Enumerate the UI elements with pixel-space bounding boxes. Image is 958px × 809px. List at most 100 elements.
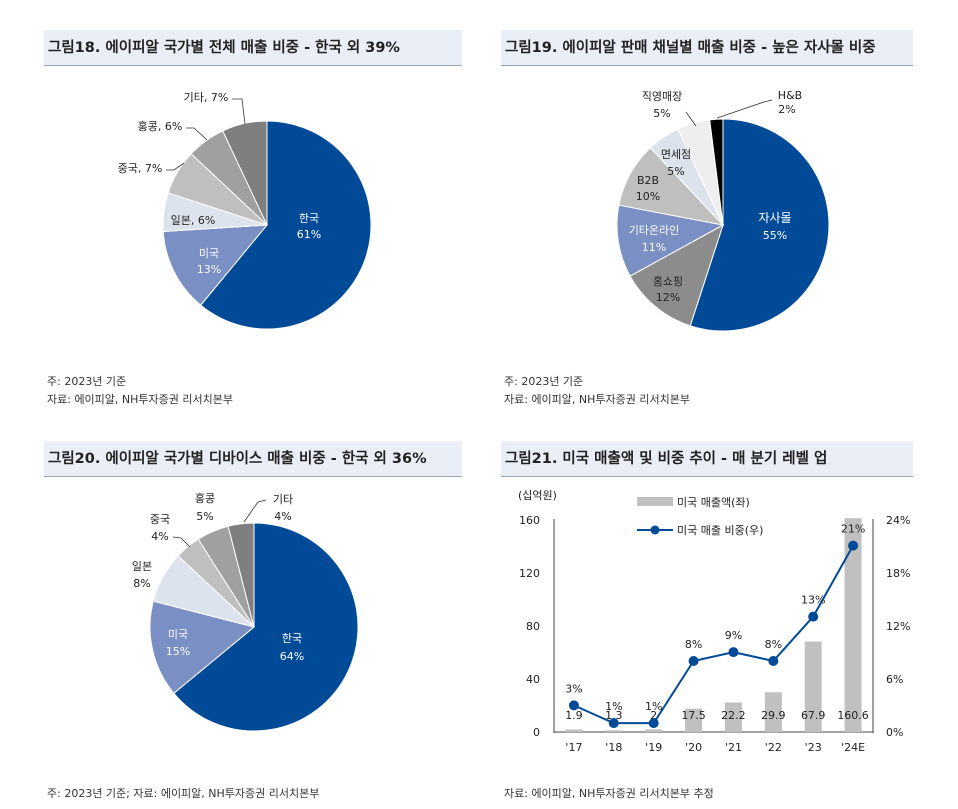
pie-chart-18-slice-0: [200, 120, 372, 330]
chart21-xtick-7: '24E: [841, 741, 865, 754]
note-18-basis: 주: 2023년 기준: [47, 375, 127, 388]
chart21-share-line: [573, 545, 854, 725]
pie-chart-18-slice-5: [222, 120, 268, 226]
pie-chart-18: 한국 61% 미국 13% 일본, 6% 중국, 7% 홍콩, 6% 기타, 7…: [118, 91, 372, 330]
chart21-bar-label-2: 2: [650, 709, 657, 722]
chart21-bar-label-3: 17.5: [681, 709, 706, 722]
chart21-point-label-0: 3%: [565, 682, 582, 695]
pie-chart-20-slice-1: [149, 600, 256, 694]
note-19-basis: 주: 2023년 기준: [504, 375, 584, 388]
pie-chart-20-slice-0: [173, 522, 359, 732]
chart21-yticks: 0 40 80 120 160: [519, 514, 540, 739]
pie-19-label-homeshopping: 홈쇼핑: [653, 274, 683, 288]
panel-title-20: 그림20. 에이피알 국가별 디바이스 매출 비중 - 한국 외 36%: [44, 441, 462, 477]
pie-18-label-hongkong-name: 홍콩: [138, 119, 158, 133]
pie-chart-19-slice-1: [629, 223, 724, 327]
chart21-line: 3% 1% 1% 8% 9% 8% 13% 21%: [565, 523, 865, 729]
panel-title-21: 그림21. 미국 매출액 및 비중 추이 - 매 분기 레벨 업: [501, 441, 913, 477]
note-19-source: 자료: 에이피알, NH투자증권 리서치본부: [504, 393, 690, 406]
pie-chart-20-slice-5: [227, 522, 255, 628]
chart21-xtick-1: '18: [605, 741, 622, 754]
chart21-bar-3: [685, 708, 703, 732]
pie-20-label-china: 중국: [150, 513, 170, 526]
pie-19-label-own-mall: 자사몰: [758, 211, 791, 225]
chart21-legend: 미국 매출액(좌) 미국 매출 비중(우): [637, 496, 763, 537]
pie-18-leader-hongkong: [186, 127, 208, 141]
note-21: 자료: 에이피알, NH투자증권 리서치본부 추정: [504, 787, 714, 800]
pie-18-leader-china: [166, 162, 185, 171]
pie-19-label-b2b: B2B: [637, 174, 659, 187]
chart21-point-0: [568, 700, 579, 711]
pie-19-value-hnb: 2%: [778, 103, 795, 116]
chart21-xtick-4: '21: [725, 741, 742, 754]
panel-title-19: 그림19. 에이피알 판매 채널별 매출 비중 - 높은 자사몰 비중: [501, 30, 913, 66]
pie-chart-18-slice-1: [162, 224, 269, 306]
pie-20-label-hongkong: 홍콩: [195, 491, 215, 505]
chart21-y2ticks: 0% 6% 12% 18% 24%: [886, 514, 910, 739]
chart21-xtick-5: '22: [765, 741, 782, 754]
chart21-legend-line-marker: [650, 525, 660, 535]
pie-18-label-japan-name: 일본: [171, 213, 191, 227]
chart21-bar-5: [764, 692, 782, 732]
pie-20-label-japan: 일본: [132, 559, 152, 573]
pie-20-slices: [149, 522, 359, 732]
chart21-legend-bar-label: 미국 매출액(좌): [677, 496, 750, 509]
chart21-xtick-3: '20: [685, 741, 702, 754]
chart21-bar-2: [645, 729, 663, 732]
pie-20-label-korea: 한국: [282, 632, 302, 645]
pie-19-value-homeshopping: 12%: [656, 291, 680, 304]
pie-19-value-directstore: 5%: [653, 107, 670, 120]
pie-18-label-china-value: 7%: [145, 162, 162, 175]
pie-18-label-japan: 일본, 6%: [171, 213, 216, 227]
chart21-xtick-0: '17: [565, 741, 582, 754]
pie-chart-20: 한국 64% 미국 15% 일본 8% 중국 4% 홍콩 5% 기타 4%: [132, 491, 359, 732]
chart21-legend-line-label: 미국 매출 비중(우): [677, 524, 763, 537]
chart21-point-label-3: 8%: [685, 638, 702, 651]
chart21-point-7: [848, 540, 859, 551]
pie-19-value-b2b: 10%: [636, 190, 660, 203]
chart21-point-4: [728, 647, 739, 658]
pie-20-value-china: 4%: [151, 530, 168, 543]
chart21-point-2: [648, 718, 659, 729]
pie-20-leader-china: [172, 536, 191, 548]
pie-19-slices: [616, 118, 830, 332]
pie-20-leader-other: [243, 499, 267, 523]
note-20: 주: 2023년 기준; 자료: 에이피알, NH투자증권 리서치본부: [47, 787, 320, 800]
pie-18-labels: 한국 61% 미국 13% 일본, 6% 중국, 7% 홍콩, 6% 기타, 7…: [118, 91, 322, 276]
pie-18-label-usa: 미국: [199, 247, 219, 260]
chart21-xticks: '17 '18 '19 '20 '21 '22 '23 '24E: [565, 741, 865, 754]
chart21-bar-0: [565, 729, 583, 732]
chart21-y2tick-12: 12%: [886, 620, 910, 633]
chart21-ytick-80: 80: [526, 620, 540, 633]
pie-19-label-directstore: 직영매장: [642, 90, 682, 103]
chart21-point-1: [608, 718, 619, 729]
pie-18-label-other-name: 기타: [184, 91, 204, 104]
pie-18-label-china-name: 중국: [118, 162, 138, 175]
pie-19-value-dutyfree: 5%: [667, 165, 684, 178]
chart21-bar-label-5: 29.9: [761, 709, 786, 722]
pie-18-value-korea: 61%: [297, 228, 321, 241]
chart21-y2tick-6: 6%: [886, 673, 903, 686]
pie-20-value-korea: 64%: [280, 650, 304, 663]
chart21-bar-1: [605, 730, 623, 732]
chart21-bar-label-7: 160.6: [837, 709, 869, 722]
pie-19-value-own-mall: 55%: [763, 229, 787, 242]
chart21-xtick-2: '19: [645, 741, 662, 754]
chart21-legend-bar-swatch: [637, 497, 673, 506]
pie-18-slices: [162, 120, 372, 330]
chart21-ytick-0: 0: [533, 726, 540, 739]
pie-20-label-other: 기타: [273, 493, 293, 506]
chart21-point-label-4: 9%: [725, 629, 742, 642]
chart21-ytick-40: 40: [526, 673, 540, 686]
pie-19-label-hnb: H&B: [778, 89, 802, 102]
pie-18-leader-other: [232, 98, 246, 125]
note-18-source: 자료: 에이피알, NH투자증권 리서치본부: [47, 393, 233, 406]
chart21-point-label-5: 8%: [765, 638, 782, 651]
pie-20-value-hongkong: 5%: [196, 510, 213, 523]
pie-18-label-japan-value: 6%: [198, 214, 215, 227]
chart21-bar-label-1: 1.3: [605, 709, 623, 722]
pie-18-label-other-value: 7%: [211, 91, 228, 104]
chart21-bar-label-0: 1.9: [565, 709, 583, 722]
panel-title-18: 그림18. 에이피알 국가별 전체 매출 비중 - 한국 외 39%: [44, 30, 462, 66]
pie-19-label-dutyfree: 면세점: [661, 148, 691, 161]
